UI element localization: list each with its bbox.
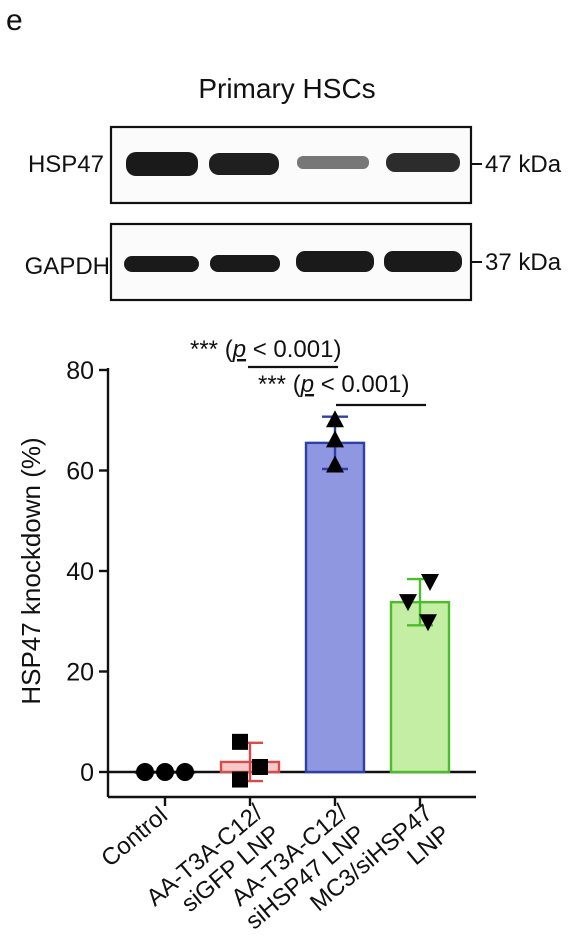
blot-band-gapdh-lane4 <box>384 251 462 272</box>
y-axis-title: HSP47 knockdown (%) <box>16 437 46 704</box>
blot-marker-gapdh: 37 kDa <box>485 249 562 276</box>
data-point-4-3 <box>419 614 437 632</box>
blot-marker-hsp47: 47 kDa <box>485 151 562 178</box>
blot-band-hsp47-lane2 <box>209 153 279 175</box>
blot-band-gapdh-lane1 <box>124 256 199 272</box>
blot-band-gapdh-lane3 <box>296 251 374 272</box>
significance-2-text: *** (p < 0.001) <box>258 371 409 398</box>
x-category-label-1: Control <box>96 802 173 872</box>
significance-1-stars: *** <box>190 336 218 363</box>
y-tick-label-20: 20 <box>66 659 94 687</box>
significance-2-rest: < 0.001) <box>314 371 409 398</box>
data-point-2-3 <box>252 758 268 775</box>
blot-title: Primary HSCs <box>198 73 375 104</box>
blot-gapdh: GAPDH 37 kDa <box>25 222 562 302</box>
blot-band-gapdh-lane2 <box>210 255 280 272</box>
significance-1-text: *** (p < 0.001) <box>190 336 341 363</box>
bar-3 <box>304 441 366 774</box>
data-point-3-2 <box>326 430 344 448</box>
blot-protein-label-gapdh: GAPDH <box>25 253 110 280</box>
x-category-label-1-line-1: Control <box>96 802 173 872</box>
y-tick-label-40: 40 <box>66 558 94 586</box>
data-point-4-1 <box>421 574 439 592</box>
blot-band-hsp47-lane1 <box>126 152 198 176</box>
significance-1-p: p <box>232 336 246 363</box>
significance-2: *** (p < 0.001) <box>258 371 426 407</box>
significance-2-p: p <box>300 371 314 398</box>
data-point-4-2 <box>399 594 417 612</box>
y-tick-label-0: 0 <box>80 759 94 787</box>
blot-protein-label-hsp47: HSP47 <box>28 151 104 178</box>
blot-band-hsp47-lane4 <box>386 153 460 172</box>
significance-1-open: ( <box>225 336 233 363</box>
y-tick-label-60: 60 <box>66 458 94 486</box>
blot-hsp47: HSP47 47 kDa <box>28 125 562 205</box>
significance-2-stars: *** <box>258 371 286 398</box>
data-point-1-3 <box>176 763 194 781</box>
bar-4 <box>389 600 451 774</box>
blot-band-hsp47-lane3 <box>297 156 369 169</box>
significance-1: *** (p < 0.001) <box>190 336 341 369</box>
significance-2-open: ( <box>293 371 301 398</box>
data-point-3-1 <box>326 410 344 428</box>
y-tick-label-80: 80 <box>66 357 94 385</box>
panel-label: e <box>6 4 23 37</box>
data-point-2-2 <box>232 771 248 788</box>
data-point-1-2 <box>156 763 174 781</box>
significance-1-rest: < 0.001) <box>246 336 341 363</box>
data-point-1-1 <box>136 763 154 781</box>
data-point-2-1 <box>232 733 248 750</box>
data-point-3-3 <box>326 455 344 473</box>
